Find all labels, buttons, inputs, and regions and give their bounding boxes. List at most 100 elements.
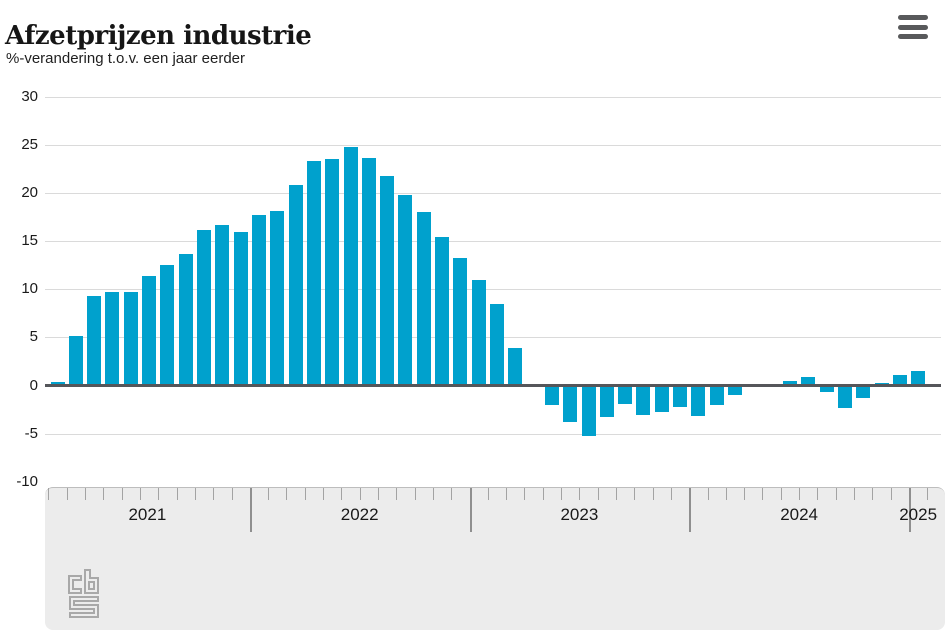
bar-2023-02[interactable] xyxy=(489,303,504,386)
bar-2023-07[interactable] xyxy=(581,386,596,436)
bar-2022-01[interactable] xyxy=(251,214,266,386)
bar-2021-10[interactable] xyxy=(197,230,212,386)
bar-2024-01[interactable] xyxy=(691,386,706,417)
month-tick xyxy=(48,488,50,500)
month-tick xyxy=(762,488,764,500)
bar-2022-04[interactable] xyxy=(306,161,321,386)
month-tick xyxy=(890,488,892,500)
month-tick xyxy=(176,488,178,500)
x-axis-year-label: 2024 xyxy=(780,505,819,524)
hamburger-menu-icon xyxy=(898,34,928,39)
menu-button[interactable] xyxy=(898,15,928,39)
hamburger-menu-icon xyxy=(898,24,928,30)
month-tick xyxy=(487,488,489,500)
month-tick xyxy=(506,488,508,500)
page-title: Afzetprijzen industrie xyxy=(5,21,312,52)
month-tick xyxy=(85,488,87,500)
hamburger-menu-icon xyxy=(898,15,928,20)
x-axis-year-label: 2022 xyxy=(340,505,379,524)
month-tick xyxy=(707,488,709,500)
month-tick xyxy=(268,488,270,500)
bar-2022-07[interactable] xyxy=(361,158,376,386)
y-axis-tick-label: -10 xyxy=(16,472,38,490)
bar-2022-12[interactable] xyxy=(453,258,468,386)
x-axis-year-label: 2023 xyxy=(560,505,599,524)
bar-2021-02[interactable] xyxy=(50,381,65,386)
bar-2023-08[interactable] xyxy=(599,386,614,418)
gridline xyxy=(45,96,941,98)
zero-line xyxy=(45,384,941,387)
gridline xyxy=(45,192,941,194)
bar-2021-11[interactable] xyxy=(215,224,230,386)
x-axis-year-label: 2025 xyxy=(899,505,938,524)
bar-2024-02[interactable] xyxy=(709,386,724,405)
gridline xyxy=(45,241,941,242)
bar-2021-06[interactable] xyxy=(123,292,138,386)
bar-2023-06[interactable] xyxy=(563,386,578,423)
month-tick xyxy=(597,488,599,500)
gridline xyxy=(45,433,941,435)
bar-2023-01[interactable] xyxy=(471,279,486,386)
bar-2022-09[interactable] xyxy=(398,194,413,386)
month-tick xyxy=(158,488,160,500)
bar-2024-06[interactable] xyxy=(782,380,797,386)
month-tick xyxy=(213,488,215,500)
month-tick xyxy=(396,488,398,500)
month-tick xyxy=(780,488,782,500)
y-axis-tick-label: 10 xyxy=(21,280,38,298)
y-axis-tick-label: 20 xyxy=(21,183,38,201)
bar-2022-02[interactable] xyxy=(270,211,285,386)
bar-2023-10[interactable] xyxy=(636,386,651,416)
y-axis-tick-label: -5 xyxy=(24,424,38,442)
bar-2024-03[interactable] xyxy=(728,386,743,396)
month-tick xyxy=(817,488,819,500)
bar-2024-09[interactable] xyxy=(837,386,852,408)
bar-2023-05[interactable] xyxy=(544,386,559,405)
year-separator-tick xyxy=(908,488,911,532)
month-tick xyxy=(451,488,453,500)
bar-2025-01[interactable] xyxy=(911,371,926,386)
month-tick xyxy=(616,488,617,500)
bar-2021-08[interactable] xyxy=(160,265,175,386)
bar-2024-08[interactable] xyxy=(819,386,834,393)
month-tick xyxy=(579,488,581,500)
bar-2023-11[interactable] xyxy=(654,386,669,412)
y-axis-tick-label: 5 xyxy=(29,328,38,346)
month-tick xyxy=(432,488,434,500)
bar-2022-10[interactable] xyxy=(416,212,431,386)
month-tick xyxy=(670,488,672,500)
cbs-logo-s xyxy=(69,596,99,618)
month-tick xyxy=(652,488,654,500)
cbs-logo-c xyxy=(68,575,82,594)
bar-2021-05[interactable] xyxy=(105,292,120,386)
bar-2021-09[interactable] xyxy=(178,254,193,386)
month-tick xyxy=(377,488,379,500)
month-tick xyxy=(835,488,837,500)
month-tick xyxy=(194,488,196,500)
y-axis-tick-label: 25 xyxy=(21,135,38,153)
bar-2022-06[interactable] xyxy=(343,146,358,386)
bar-2023-03[interactable] xyxy=(508,347,523,386)
bar-2023-12[interactable] xyxy=(673,386,688,407)
month-tick xyxy=(542,488,544,500)
y-axis-tick-label: 0 xyxy=(29,376,38,394)
bar-2022-08[interactable] xyxy=(380,176,395,386)
month-tick xyxy=(799,488,801,500)
bar-2024-12[interactable] xyxy=(892,374,907,386)
bar-2024-07[interactable] xyxy=(801,376,816,386)
month-tick xyxy=(231,488,233,500)
bar-2022-11[interactable] xyxy=(435,237,450,386)
bar-2021-07[interactable] xyxy=(142,275,157,386)
bar-2021-12[interactable] xyxy=(233,232,248,386)
y-axis-tick-label: 15 xyxy=(21,232,38,249)
gridline xyxy=(45,289,941,291)
bar-2023-09[interactable] xyxy=(618,386,633,404)
bar-2021-04[interactable] xyxy=(87,295,102,386)
month-tick xyxy=(854,488,856,500)
gridline xyxy=(45,144,941,146)
cbs-logo xyxy=(68,569,99,618)
bar-2022-05[interactable] xyxy=(325,159,340,386)
bar-2024-10[interactable] xyxy=(856,386,871,399)
bar-2022-03[interactable] xyxy=(288,185,303,386)
bar-2021-03[interactable] xyxy=(68,336,83,386)
